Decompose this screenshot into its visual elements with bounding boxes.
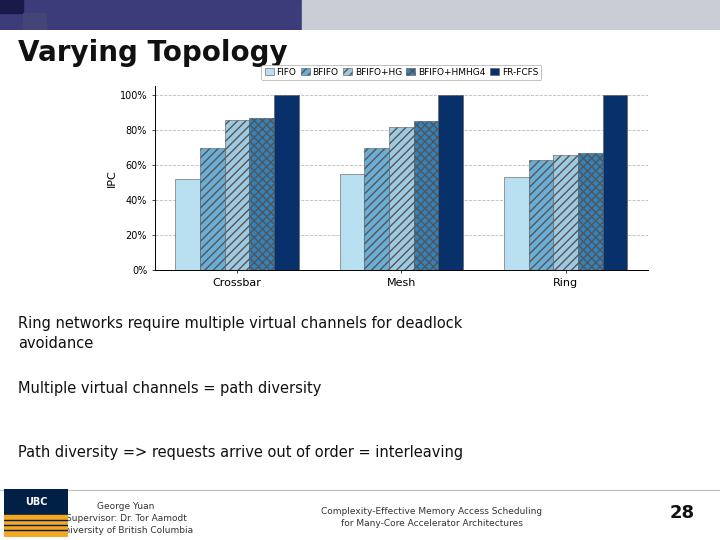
Bar bbox=[389, 126, 414, 270]
Bar bbox=[438, 95, 463, 270]
Bar bbox=[0, 0, 23, 14]
Text: for Many-Core Accelerator Architectures: for Many-Core Accelerator Architectures bbox=[341, 519, 523, 529]
Bar bbox=[225, 120, 249, 270]
Bar bbox=[578, 153, 603, 270]
Bar bbox=[176, 179, 200, 270]
Text: Varying Topology: Varying Topology bbox=[18, 39, 287, 68]
Bar bbox=[528, 160, 554, 270]
Y-axis label: IPC: IPC bbox=[107, 170, 117, 187]
Bar bbox=[340, 174, 364, 270]
Text: 28: 28 bbox=[670, 504, 695, 522]
Bar bbox=[274, 95, 299, 270]
Bar bbox=[23, 14, 46, 30]
Text: Complexity-Effective Memory Access Scheduling: Complexity-Effective Memory Access Sched… bbox=[321, 507, 543, 516]
Bar bbox=[4, 515, 68, 537]
Bar bbox=[4, 489, 68, 515]
Bar bbox=[554, 154, 578, 270]
Bar bbox=[364, 147, 389, 270]
Text: Supervisor: Dr. Tor Aamodt: Supervisor: Dr. Tor Aamodt bbox=[66, 514, 186, 523]
Text: University of British Columbia: University of British Columbia bbox=[58, 526, 194, 535]
Text: Path diversity => requests arrive out of order = interleaving: Path diversity => requests arrive out of… bbox=[18, 446, 463, 461]
Bar bbox=[504, 177, 528, 270]
Bar bbox=[200, 147, 225, 270]
Bar bbox=[249, 118, 274, 270]
Bar bbox=[0, 0, 302, 30]
Legend: FIFO, BFIFO, BFIFO+HG, BFIFO+HMHG4, FR-FCFS: FIFO, BFIFO, BFIFO+HG, BFIFO+HMHG4, FR-F… bbox=[261, 65, 541, 80]
Text: Multiple virtual channels = path diversity: Multiple virtual channels = path diversi… bbox=[18, 381, 321, 396]
Text: George Yuan: George Yuan bbox=[97, 502, 155, 511]
Bar bbox=[302, 0, 720, 30]
Text: Ring networks require multiple virtual channels for deadlock
avoidance: Ring networks require multiple virtual c… bbox=[18, 316, 462, 350]
Text: UBC: UBC bbox=[24, 497, 48, 507]
Bar bbox=[414, 122, 438, 270]
Bar bbox=[603, 95, 627, 270]
